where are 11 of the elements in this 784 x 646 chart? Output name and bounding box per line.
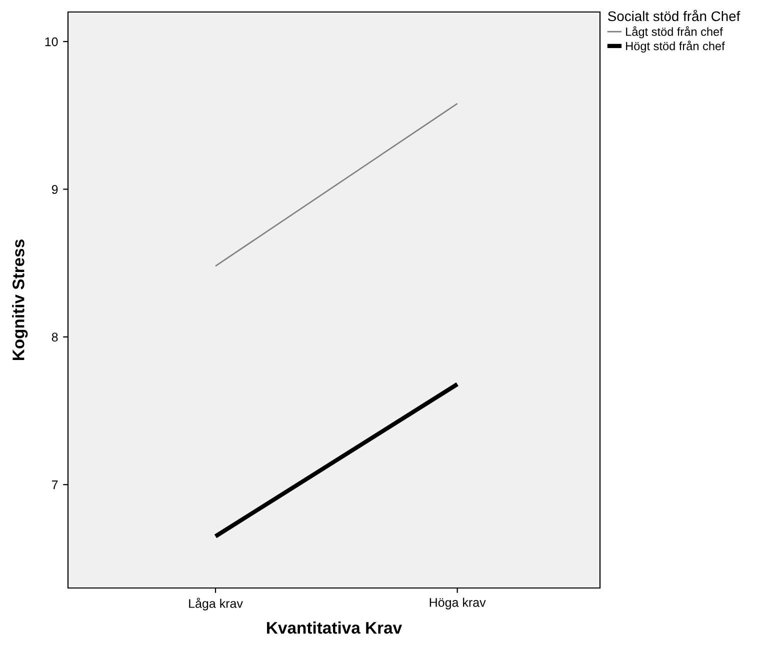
y-axis-title: Kognitiv Stress (12, 240, 28, 360)
legend-label: Högt stöd från chef (626, 40, 725, 53)
y-tick-label: 7 (52, 480, 58, 490)
y-tick-label: 8 (52, 332, 58, 342)
x-tick-label: Höga krav (430, 598, 486, 610)
legend-title: Socialt stöd från Chef (608, 10, 740, 22)
x-axis-title: Kvantitativa Krav (267, 622, 402, 634)
x-tick-label: Låga krav (189, 598, 243, 610)
y-tick-label: 10 (45, 37, 58, 46)
legend-label: Lågt stöd från chef (626, 26, 723, 38)
y-tick-label: 9 (52, 185, 58, 194)
